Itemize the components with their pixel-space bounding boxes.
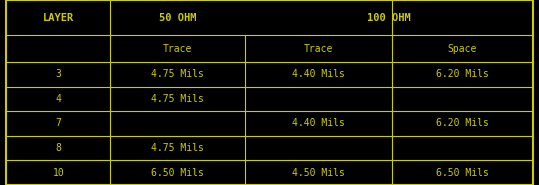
Text: 6.20 Mils: 6.20 Mils bbox=[436, 118, 489, 129]
Text: 4.50 Mils: 4.50 Mils bbox=[292, 168, 345, 178]
Text: 7: 7 bbox=[56, 118, 61, 129]
Text: 6.50 Mils: 6.50 Mils bbox=[151, 168, 204, 178]
Text: 4: 4 bbox=[56, 94, 61, 104]
Text: 4.75 Mils: 4.75 Mils bbox=[151, 94, 204, 104]
Text: Trace: Trace bbox=[304, 43, 333, 54]
Text: 50 OHM: 50 OHM bbox=[159, 13, 197, 23]
Text: 10: 10 bbox=[53, 168, 64, 178]
Text: 4.40 Mils: 4.40 Mils bbox=[292, 69, 345, 79]
Text: 4.75 Mils: 4.75 Mils bbox=[151, 69, 204, 79]
Text: 4.75 Mils: 4.75 Mils bbox=[151, 143, 204, 153]
Text: 3: 3 bbox=[56, 69, 61, 79]
Text: 6.20 Mils: 6.20 Mils bbox=[436, 69, 489, 79]
Text: LAYER: LAYER bbox=[43, 13, 74, 23]
Text: 4.40 Mils: 4.40 Mils bbox=[292, 118, 345, 129]
Text: Trace: Trace bbox=[163, 43, 192, 54]
Text: 8: 8 bbox=[56, 143, 61, 153]
Text: 100 OHM: 100 OHM bbox=[367, 13, 411, 23]
Text: 6.50 Mils: 6.50 Mils bbox=[436, 168, 489, 178]
Text: Space: Space bbox=[447, 43, 477, 54]
